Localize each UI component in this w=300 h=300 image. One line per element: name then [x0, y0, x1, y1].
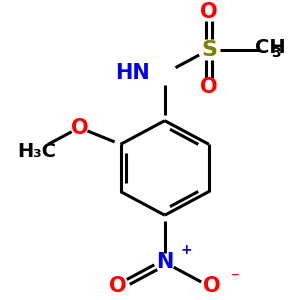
Text: N: N — [156, 252, 173, 272]
Text: O: O — [203, 276, 220, 296]
Text: HN: HN — [115, 63, 150, 83]
Text: O: O — [70, 118, 88, 138]
Text: 3: 3 — [271, 46, 280, 60]
Text: O: O — [200, 2, 218, 22]
Text: CH: CH — [254, 38, 285, 56]
Text: H₃C: H₃C — [17, 142, 56, 161]
Text: O: O — [200, 77, 218, 97]
Text: S: S — [201, 40, 217, 60]
Text: ⁻: ⁻ — [231, 269, 240, 287]
Text: +: + — [181, 243, 193, 257]
Text: O: O — [109, 276, 126, 296]
